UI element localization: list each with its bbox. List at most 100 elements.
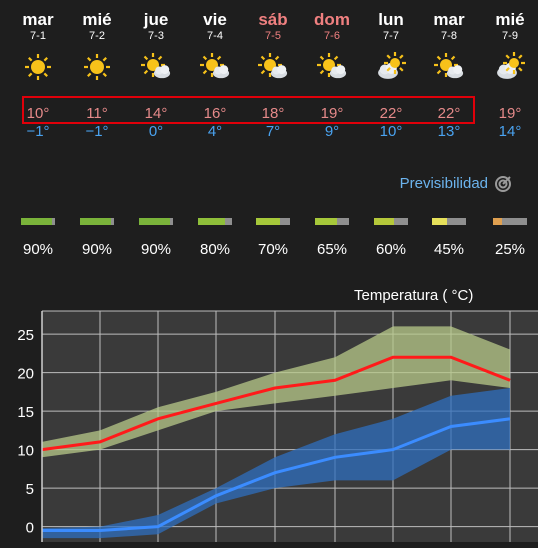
day-name: jue [143,10,169,29]
day-name: dom [314,10,350,29]
reliability-percent: 90% [140,241,172,258]
sun-cloud-icon [200,53,230,79]
day-date: 7-8 [441,30,457,42]
predictability-label[interactable]: Previsibilidad [399,175,488,192]
reliability-rest [447,218,466,225]
day-date: 7-9 [502,30,518,42]
day-date: 7-4 [207,30,223,42]
range-band [42,388,510,539]
high-temp: 22° [379,105,403,122]
low-temp: −1° [85,123,109,140]
reliability-bar [374,218,408,225]
reliability-rest [502,218,527,225]
low-temp: 4° [207,123,223,140]
y-tick-label: 25 [17,327,34,344]
y-tick-label: 0 [26,520,34,537]
day-date: 7-3 [148,30,164,42]
low-temp: 10° [379,123,403,140]
y-tick-label: 20 [17,366,34,383]
day-name: mar [433,10,465,29]
day-name: sáb [258,10,288,29]
reliability-fill [80,218,111,225]
reliability-bar [256,218,290,225]
sun-icon [84,54,110,80]
reliability-fill [432,218,447,225]
reliability-bar [315,218,349,225]
reliability-rest [111,218,114,225]
temperature-chart: 25 20 15 10 5 0 [17,310,538,542]
day-header[interactable]: vie 7-4 [187,10,243,42]
low-temp: 13° [437,123,461,140]
range-band [42,326,510,458]
reliability-percent: 90% [81,241,113,258]
day-header[interactable]: mar 7-1 [10,10,66,42]
reliability-percent: 60% [375,241,407,258]
high-temp: 14° [144,105,168,122]
reliability-percent: 90% [22,241,54,258]
day-name: mar [22,10,54,29]
sun-cloud-icon [141,53,171,79]
sun-cloud-icon [434,53,464,79]
y-tick-label: 5 [26,481,34,498]
low-temp: −1° [26,123,50,140]
reliability-fill [374,218,394,225]
high-temp: 19° [498,105,522,122]
reliability-bar [80,218,114,225]
day-header[interactable]: dom 7-6 [304,10,360,42]
day-name: mié [495,10,525,29]
y-tick-label: 15 [17,404,34,421]
day-name: lun [378,10,404,29]
day-header[interactable]: lun 7-7 [363,10,419,42]
series-line [42,417,511,532]
reliability-fill [139,218,170,225]
reliability-rest [394,218,408,225]
low-temp: 0° [148,123,164,140]
chart-title: Temperatura ( °C) [354,287,474,304]
reliability-percent: 65% [316,241,348,258]
reliability-bar [139,218,173,225]
day-date: 7-1 [30,30,46,42]
reliability-rest [280,218,290,225]
reliability-percent: 45% [433,241,465,258]
day-date: 7-7 [383,30,399,42]
day-date: 7-6 [324,30,340,42]
low-temp: 7° [265,123,281,140]
high-temp: 10° [26,105,50,122]
reliability-fill [493,218,502,225]
day-header[interactable]: sáb 7-5 [245,10,301,42]
day-header[interactable]: mié 7-9 [482,10,538,42]
low-temp: 14° [498,123,522,140]
reliability-rest [225,218,232,225]
series-line [41,355,511,452]
high-temp: 16° [203,105,227,122]
day-date: 7-2 [89,30,105,42]
sun-cloud-icon [258,53,288,79]
reliability-percent: 70% [257,241,289,258]
low-temp: 9° [324,123,340,140]
sun-cloud-icon [317,53,347,79]
temperature-highlight-box [22,96,475,124]
high-temp: 22° [437,105,461,122]
reliability-bar [198,218,232,225]
y-tick-label: 10 [17,443,34,460]
day-name: vie [203,10,227,29]
reliability-percent: 80% [199,241,231,258]
day-header[interactable]: mar 7-8 [421,10,477,42]
cloud-sun-icon [378,52,406,79]
cloud-sun-icon [497,52,525,79]
reliability-bar [21,218,55,225]
day-header[interactable]: mié 7-2 [69,10,125,42]
reliability-fill [315,218,337,225]
day-header[interactable]: jue 7-3 [128,10,184,42]
high-temp: 19° [320,105,344,122]
reliability-percent: 25% [494,241,526,258]
day-name: mié [82,10,112,29]
reliability-bar [432,218,466,225]
high-temp: 18° [261,105,285,122]
reliability-fill [256,218,280,225]
reliability-rest [52,218,55,225]
reliability-rest [170,218,173,225]
target-icon[interactable] [493,174,513,194]
high-temp: 11° [86,105,108,122]
reliability-fill [21,218,52,225]
